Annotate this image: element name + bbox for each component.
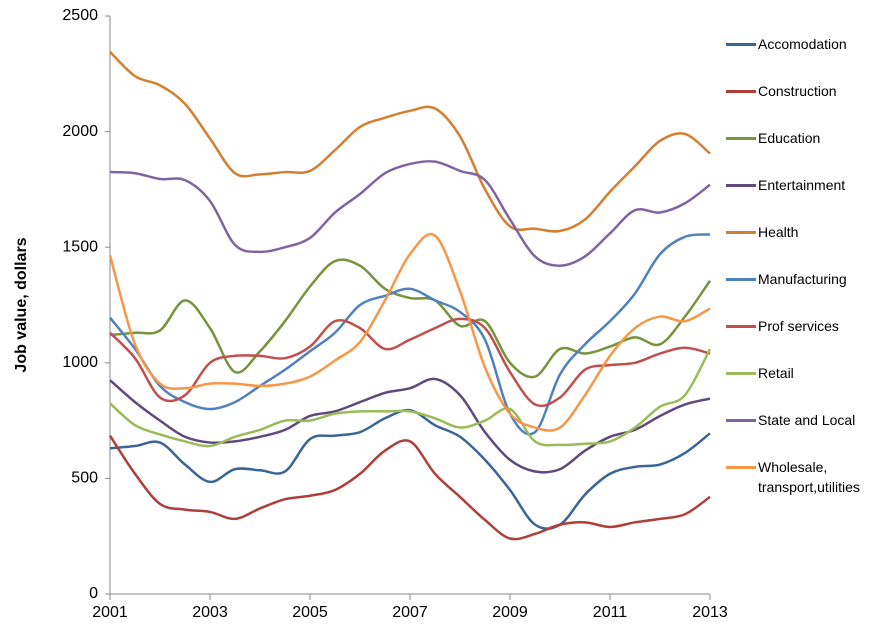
legend-swatch xyxy=(726,466,756,469)
legend-label: Accomodation xyxy=(758,36,847,52)
x-tick-label: 2011 xyxy=(593,604,628,621)
x-tick-label: 2005 xyxy=(292,604,328,621)
y-tick-label: 2500 xyxy=(62,7,98,24)
legend-item: Education xyxy=(726,128,891,175)
legend-item: Manufacturing xyxy=(726,269,891,316)
legend-label: Health xyxy=(758,224,799,240)
series-line xyxy=(109,377,711,474)
series-line xyxy=(108,434,711,541)
legend-swatch xyxy=(726,231,756,234)
legend-swatch xyxy=(726,43,756,46)
legend-swatch xyxy=(726,137,756,140)
y-tick-label: 500 xyxy=(71,470,98,487)
legend-item: Accomodation xyxy=(726,34,891,81)
series-line xyxy=(109,233,711,436)
legend-label: Construction xyxy=(758,83,837,99)
legend-label: Manufacturing xyxy=(758,271,847,287)
series-line xyxy=(109,348,712,448)
y-tick-label: 1500 xyxy=(62,238,98,255)
x-tick-label: 2003 xyxy=(192,604,228,621)
legend-swatch xyxy=(726,419,756,422)
legend-item: State and Local xyxy=(726,410,891,457)
y-tick-label: 2000 xyxy=(62,123,98,140)
x-tick-label: 2009 xyxy=(492,604,528,621)
y-tick-label: 1000 xyxy=(62,354,98,371)
legend: Accomodation Construction Education Enterta… xyxy=(726,34,891,504)
series-line xyxy=(109,258,712,379)
legend-swatch xyxy=(726,372,756,375)
series-line xyxy=(109,50,711,233)
legend-label: Retail xyxy=(758,365,794,381)
legend-label: Education xyxy=(758,130,821,146)
series-line xyxy=(108,232,711,432)
x-tick-label: 2013 xyxy=(692,604,728,621)
y-axis-label: Job value, dollars xyxy=(13,237,30,372)
legend-item: Health xyxy=(726,222,891,269)
legend-item: Entertainment xyxy=(726,175,891,222)
legend-item: Retail xyxy=(726,363,891,410)
legend-item: Prof services xyxy=(726,316,891,363)
legend-swatch xyxy=(726,278,756,281)
legend-item: Construction xyxy=(726,81,891,128)
x-tick-label: 2007 xyxy=(392,604,428,621)
legend-item: Wholesale, transport,utilities xyxy=(726,457,891,504)
legend-swatch xyxy=(726,184,756,187)
y-tick-label: 0 xyxy=(89,585,98,602)
legend-swatch xyxy=(726,325,756,328)
legend-swatch xyxy=(726,90,756,93)
legend-label: Entertainment xyxy=(758,177,846,193)
x-tick-label: 2001 xyxy=(92,604,128,621)
series-line xyxy=(109,160,711,267)
legend-label: State and Local xyxy=(758,412,856,428)
legend-label: Wholesale, transport,utilities xyxy=(758,459,860,495)
legend-label: Prof services xyxy=(758,318,839,334)
series-line xyxy=(109,317,711,408)
